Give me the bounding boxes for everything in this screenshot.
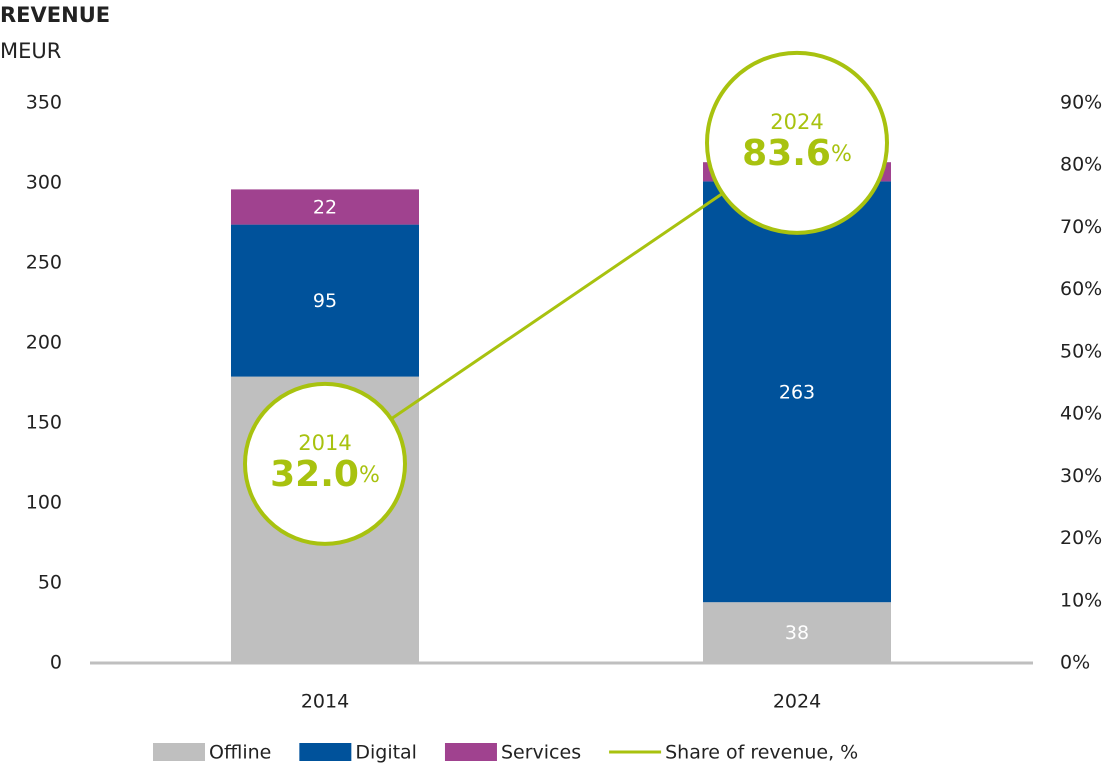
bubble-value: 32.0%	[270, 454, 380, 495]
y-tick-label: 100	[26, 492, 62, 514]
bubble-year: 2014	[298, 431, 351, 455]
bubble-number: 32.0	[270, 454, 359, 495]
legend-label: Offline	[209, 742, 271, 764]
y-tick-label: 0	[50, 652, 62, 674]
y2-tick-label: 90%	[1060, 92, 1102, 114]
legend-label: Services	[501, 742, 581, 764]
data-label: 95	[313, 290, 337, 312]
y2-tick-label: 70%	[1060, 216, 1102, 238]
bar-segment	[231, 224, 419, 377]
chart-title: REVENUE	[0, 3, 110, 27]
x-tick-label: 2024	[773, 691, 821, 713]
y2-tick-label: 30%	[1060, 465, 1102, 487]
bubble-unit: %	[831, 142, 852, 167]
y2-tick-label: 50%	[1060, 340, 1102, 362]
bubble-value: 83.6%	[742, 133, 852, 174]
share-bubble	[243, 381, 407, 546]
bubble-year: 2024	[770, 110, 823, 134]
y2-tick-label: 40%	[1060, 403, 1102, 425]
bar-segment	[703, 181, 891, 603]
y2-tick-label: 60%	[1060, 278, 1102, 300]
chart-subtitle: MEUR	[0, 39, 61, 63]
y2-tick-label: 20%	[1060, 527, 1102, 549]
y-tick-label: 350	[26, 92, 62, 114]
y-tick-label: 50	[38, 572, 62, 594]
share-bubble	[705, 50, 889, 235]
share-line	[324, 141, 798, 466]
legend-label: Share of revenue, %	[665, 742, 858, 764]
legend-label: Digital	[355, 742, 417, 764]
y-tick-label: 200	[26, 332, 62, 354]
bubble-unit: %	[359, 463, 380, 488]
legend-swatch	[299, 743, 352, 761]
data-label: 22	[313, 197, 337, 219]
x-tick-label: 2014	[301, 691, 349, 713]
legend-swatch	[444, 743, 497, 761]
bar-segment	[703, 602, 891, 663]
legend-swatch	[153, 743, 205, 761]
y2-tick-label: 80%	[1060, 154, 1102, 176]
data-label: 38	[785, 622, 809, 644]
y2-tick-label: 10%	[1060, 589, 1102, 611]
y-tick-label: 150	[26, 412, 62, 434]
bubble-number: 83.6	[742, 133, 831, 174]
y-tick-label: 300	[26, 172, 62, 194]
data-label: 263	[779, 381, 815, 403]
y2-tick-label: 0%	[1060, 652, 1090, 674]
bar-segment	[231, 189, 419, 225]
y-tick-label: 250	[26, 252, 62, 274]
